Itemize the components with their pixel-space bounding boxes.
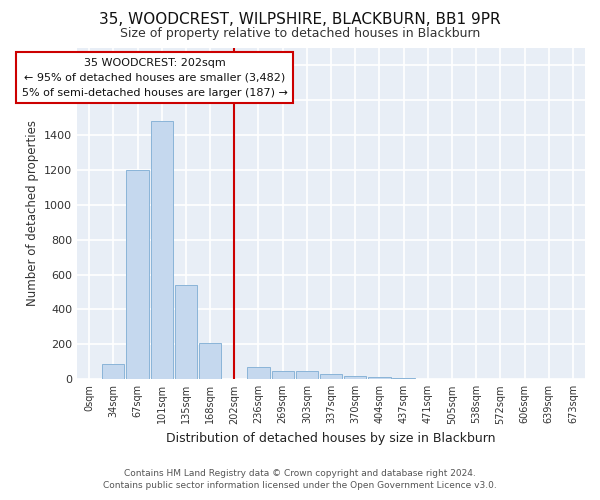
Bar (392, 378, 415, 380)
Bar (127, 170, 149, 380)
Text: 35 WOODCREST: 202sqm
← 95% of detached houses are smaller (3,482)
5% of semi-det: 35 WOODCREST: 202sqm ← 95% of detached h… (22, 58, 287, 98)
Y-axis label: Number of detached properties: Number of detached properties (26, 120, 38, 306)
Text: Size of property relative to detached houses in Blackburn: Size of property relative to detached ho… (120, 28, 480, 40)
Text: 35, WOODCREST, WILPSHIRE, BLACKBURN, BB1 9PR: 35, WOODCREST, WILPSHIRE, BLACKBURN, BB1… (99, 12, 501, 28)
Bar (247, 367, 269, 380)
Bar (272, 370, 294, 380)
Bar (344, 376, 367, 380)
X-axis label: Distribution of detached houses by size in Blackburn: Distribution of detached houses by size … (166, 432, 496, 445)
Bar (199, 342, 221, 380)
Bar (296, 372, 318, 380)
Bar (102, 364, 124, 380)
Text: Contains HM Land Registry data © Crown copyright and database right 2024.
Contai: Contains HM Land Registry data © Crown c… (103, 468, 497, 490)
Bar (175, 285, 197, 380)
Bar (320, 374, 342, 380)
Bar (368, 376, 391, 380)
Bar (151, 121, 173, 380)
